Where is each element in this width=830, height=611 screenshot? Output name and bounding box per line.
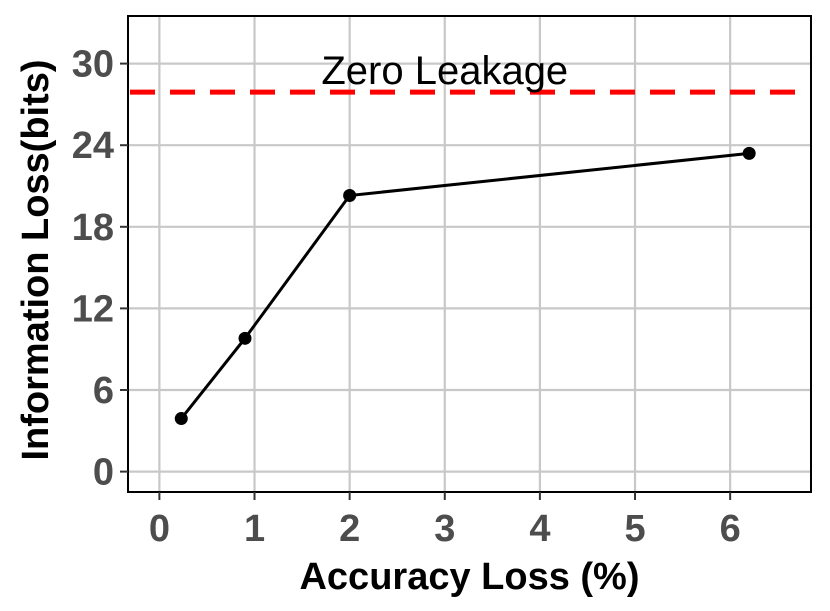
data-point bbox=[238, 331, 252, 345]
x-tick-label: 4 bbox=[529, 508, 550, 550]
x-tick-label: 3 bbox=[434, 508, 455, 550]
y-tick-label: 12 bbox=[72, 288, 114, 330]
y-tick-label: 0 bbox=[93, 452, 114, 494]
y-gridlines bbox=[128, 62, 811, 473]
data-point bbox=[174, 412, 188, 426]
x-tick-label: 6 bbox=[720, 508, 741, 550]
y-axis-title: Information Loss(bits) bbox=[15, 59, 57, 460]
plot-panel-border bbox=[127, 15, 812, 493]
x-tick-label: 5 bbox=[624, 508, 645, 550]
y-tick-label: 18 bbox=[72, 207, 114, 249]
y-tick-label: 6 bbox=[93, 370, 114, 412]
data-points bbox=[174, 146, 756, 426]
x-axis-ticks: 0 1 2 3 4 5 6 bbox=[149, 492, 741, 550]
data-point bbox=[742, 146, 756, 160]
y-axis-ticks: 0 6 12 18 24 30 bbox=[72, 44, 128, 494]
x-tick-label: 0 bbox=[149, 508, 170, 550]
series-line bbox=[180, 151, 750, 420]
x-gridlines bbox=[158, 16, 732, 492]
data-point bbox=[343, 189, 357, 203]
zero-leakage-label: Zero Leakage bbox=[321, 49, 568, 93]
y-tick-label: 30 bbox=[72, 44, 114, 86]
x-tick-label: 2 bbox=[339, 508, 360, 550]
y-tick-label: 24 bbox=[72, 125, 114, 167]
x-axis-title: Accuracy Loss (%) bbox=[299, 556, 639, 598]
x-tick-label: 1 bbox=[244, 508, 265, 550]
